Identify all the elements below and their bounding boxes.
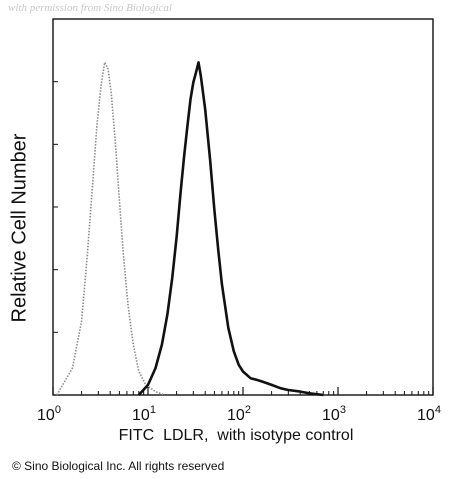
- y-axis-label: Relative Cell Number: [8, 133, 31, 323]
- watermark-text: with permission from Sino Biological: [8, 2, 172, 14]
- x-tick-label: 100: [37, 404, 61, 424]
- series-layer: [56, 61, 324, 397]
- x-tick-labels: 100 101 102 103 104: [37, 387, 441, 424]
- plot-frame: [52, 18, 434, 396]
- isotype-control-curve: [56, 61, 165, 396]
- x-axis-label: FITC LDLR, with isotype control: [118, 427, 354, 444]
- ldlr-sample-curve: [137, 61, 324, 397]
- y-tick-marks: [53, 81, 58, 333]
- x-tick-label: 104: [417, 404, 441, 424]
- copyright-notice: © Sino Biological Inc. All rights reserv…: [12, 459, 225, 473]
- x-tick-label: 101: [132, 404, 156, 424]
- x-tick-label: 103: [322, 404, 346, 424]
- x-tick-label: 102: [227, 404, 251, 424]
